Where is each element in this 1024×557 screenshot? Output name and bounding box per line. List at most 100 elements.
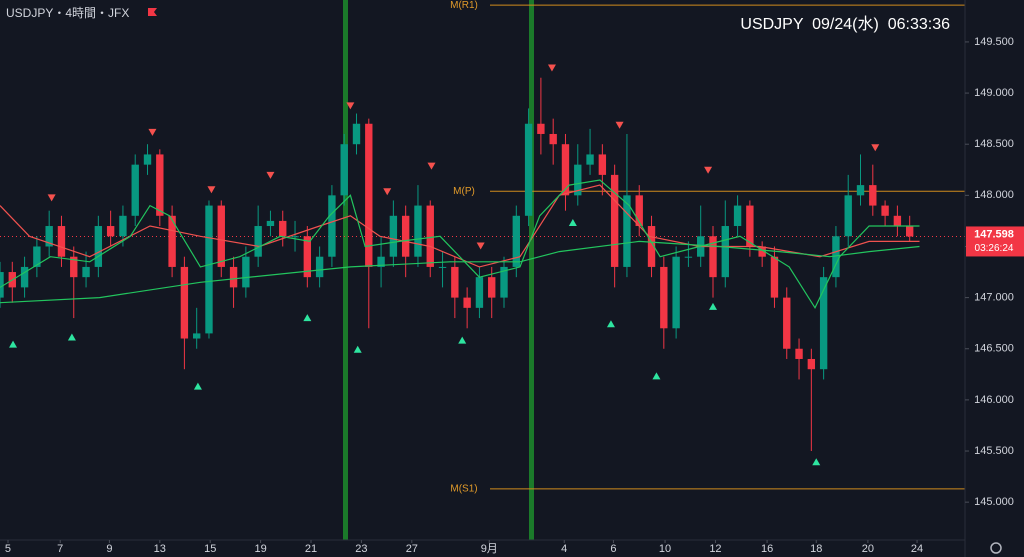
candle-body — [328, 195, 336, 257]
candle-body — [524, 123, 533, 216]
candle-body — [807, 358, 816, 370]
moving-average — [0, 240, 920, 304]
candle-body — [832, 236, 840, 278]
candle-body — [168, 215, 176, 267]
x-tick-label: 16 — [761, 543, 773, 555]
x-tick-label: 5 — [5, 543, 11, 555]
x-tick-label: 12 — [709, 543, 721, 555]
candle-body — [229, 266, 238, 288]
symbol-label: USDJPY・4時間・JFX — [6, 6, 129, 20]
candle-body — [795, 348, 803, 359]
candle-body — [119, 215, 127, 237]
candle-body — [205, 205, 213, 334]
x-tick-label: 6 — [610, 543, 616, 555]
sell-signal — [346, 102, 355, 110]
y-tick-label: 149.500 — [974, 36, 1014, 48]
clock: USDJPY 09/24(水) 06:33:36 — [740, 15, 950, 33]
x-tick-label: 13 — [154, 543, 166, 555]
x-tick-label: 21 — [305, 543, 317, 555]
y-tick-label: 149.000 — [974, 87, 1014, 99]
candle-body — [475, 277, 484, 308]
y-tick-label: 148.500 — [974, 138, 1014, 150]
candle-body — [143, 154, 152, 165]
candle-body — [156, 154, 164, 216]
buy-signal — [303, 314, 312, 322]
pivot-label: M(P) — [453, 186, 475, 197]
y-tick-label: 146.500 — [974, 343, 1014, 355]
candle-body — [291, 236, 299, 238]
candle-body — [684, 256, 693, 258]
sell-signal — [704, 166, 713, 174]
candle-body — [106, 226, 115, 237]
x-tick-label: 9 — [106, 543, 112, 555]
candle-body — [131, 164, 139, 216]
sell-signal — [871, 144, 880, 152]
candle-body — [488, 277, 496, 298]
candle-body — [647, 226, 656, 267]
candle-body — [586, 154, 594, 165]
candle-body — [856, 185, 865, 196]
candle-body — [414, 205, 422, 257]
candle-body — [733, 205, 742, 227]
candle-body — [254, 226, 262, 257]
candle-body — [0, 272, 4, 298]
candle-body — [610, 174, 619, 267]
candle-body — [193, 333, 201, 339]
candle-body — [549, 133, 557, 145]
y-tick-label: 145.000 — [974, 496, 1014, 508]
candle-body — [623, 195, 631, 267]
sell-signal — [547, 64, 556, 72]
candle-body — [500, 266, 508, 298]
candle-body — [70, 256, 78, 278]
candle-body — [721, 226, 729, 278]
candle-body — [94, 226, 103, 267]
buy-signal — [193, 382, 202, 390]
buy-signal — [67, 333, 76, 341]
candle-body — [819, 277, 828, 370]
x-tick-label: 27 — [406, 543, 418, 555]
y-tick-label: 145.500 — [974, 445, 1014, 457]
candle-body — [463, 297, 471, 308]
x-tick-label: 4 — [561, 543, 567, 555]
candle-body — [770, 256, 779, 298]
candle-body — [303, 236, 312, 278]
candle-body — [365, 123, 373, 267]
buy-signal — [568, 218, 577, 226]
y-tick-label: 146.000 — [974, 394, 1014, 406]
pivot-label: M(R1) — [450, 0, 478, 11]
moving-average — [0, 184, 920, 268]
candle-body — [635, 195, 643, 227]
candle-body — [426, 205, 434, 267]
settings-icon[interactable] — [990, 542, 1002, 554]
sell-signal — [476, 242, 485, 250]
period-separator — [343, 0, 348, 540]
sell-signal — [383, 188, 392, 196]
candle-body — [180, 266, 189, 339]
x-tick-label: 20 — [862, 543, 874, 555]
candle-body — [512, 215, 520, 267]
x-tick-label: 7 — [57, 543, 63, 555]
candle-body — [881, 205, 889, 216]
candle-body — [33, 246, 41, 267]
buy-signal — [458, 336, 467, 344]
plot-area: M(R1) M(P) M(S1) — [0, 0, 965, 540]
moving-average — [0, 179, 920, 310]
price-tag-value: 147.598 — [974, 228, 1014, 240]
x-tick-label: 10 — [659, 543, 671, 555]
flag-icon[interactable] — [148, 8, 157, 16]
y-tick-label: 147.000 — [974, 292, 1014, 304]
x-tick-label: 19 — [254, 543, 266, 555]
sell-signal — [266, 171, 275, 179]
buy-signal — [652, 372, 661, 380]
candle-body — [82, 266, 90, 278]
buy-signal — [606, 320, 615, 328]
sell-signal — [47, 194, 56, 202]
candle-body — [905, 226, 914, 237]
y-tick-label: 148.000 — [974, 189, 1014, 201]
price-tag — [966, 226, 1024, 257]
sell-signal — [207, 186, 216, 194]
candle-body — [217, 205, 225, 267]
x-tick-label: 18 — [810, 543, 822, 555]
candle-body — [598, 154, 607, 175]
